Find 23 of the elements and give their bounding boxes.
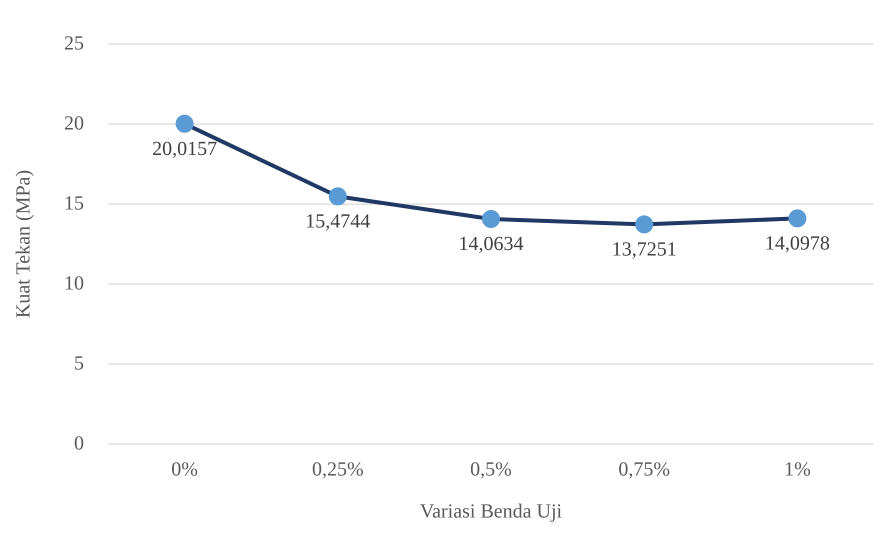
y-tick-label: 0 [74,432,84,454]
data-label: 13,7251 [612,238,677,261]
y-tick-label: 5 [74,352,84,374]
y-tick-label: 10 [64,272,84,294]
data-label: 20,0157 [152,138,218,160]
point [788,209,806,228]
y-tick-label: 15 [64,192,84,214]
y-tick-label: 20 [64,112,84,134]
point [328,187,347,206]
y-axis-title: Kuat Tekan (MPa) [12,170,34,318]
x-tick-label: 0% [171,458,198,480]
x-tick-label: 0,25% [312,458,364,480]
x-axis-title: Variasi Benda Uji [420,500,563,522]
x-tick-label: 0,75% [618,458,670,480]
point [482,210,500,228]
y-tick-label: 25 [64,32,84,54]
x-tick-label: 0,5% [470,458,512,480]
data-label: 14,0978 [764,232,830,255]
x-tick-label: 1% [784,458,811,480]
data-label: 14,0634 [458,233,524,256]
point [635,215,654,234]
point [176,114,194,133]
data-label: 15,4744 [305,210,370,233]
